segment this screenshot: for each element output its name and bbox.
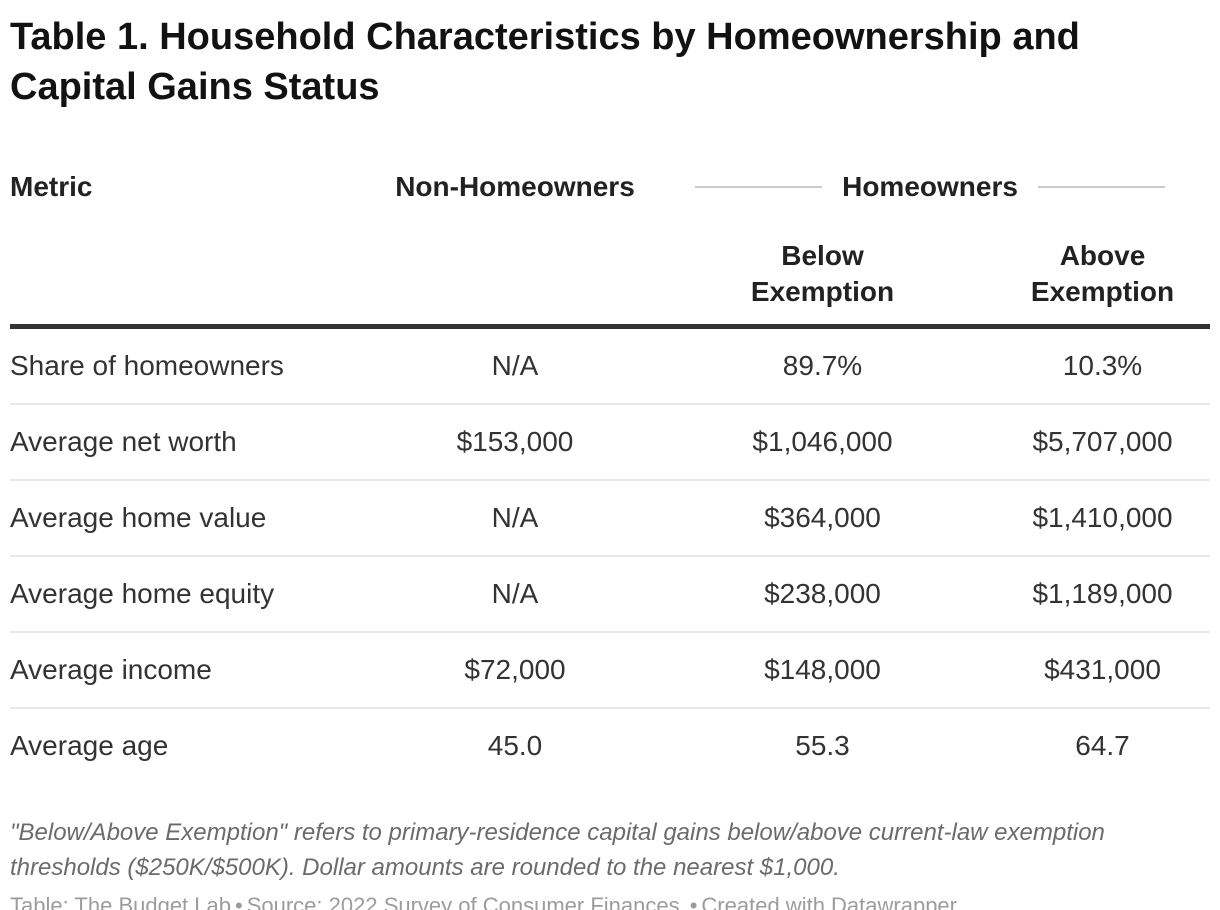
column-header-above-exemption: Above Exemption: [1030, 240, 1175, 307]
non-homeowners-cell: $153,000: [456, 426, 574, 457]
table-row: Average net worth $153,000 $1,046,000 $5…: [10, 404, 1211, 480]
below-exemption-cell: $364,000: [764, 502, 881, 533]
metric-cell: Average net worth: [10, 426, 237, 457]
table-body: Share of homeowners N/A 89.7% 10.3% Aver…: [10, 327, 1211, 784]
table-credit: Table: The Budget Lab: [10, 893, 231, 910]
below-exemption-cell: 89.7%: [782, 350, 863, 381]
table-notes: "Below/Above Exemption" refers to primar…: [10, 819, 1105, 881]
column-group-homeowners: Homeowners: [650, 170, 1210, 204]
non-homeowners-cell: 45.0: [487, 730, 543, 761]
above-exemption-cell: $5,707,000: [1032, 426, 1173, 457]
below-exemption-cell: $148,000: [764, 654, 881, 685]
below-exemption-cell: $1,046,000: [752, 426, 893, 457]
above-exemption-cell: 64.7: [1075, 730, 1130, 761]
header-row-top: Metric Non-Homeowners Homeowners: [10, 170, 1210, 204]
table-header: Metric Non-Homeowners Homeowners Below E…: [10, 170, 1211, 327]
above-exemption-cell: 10.3%: [1062, 350, 1143, 381]
page-title: Table 1. Household Characteristics by Ho…: [10, 16, 1080, 108]
table-row: Share of homeowners N/A 89.7% 10.3%: [10, 327, 1210, 405]
non-homeowners-cell: N/A: [491, 350, 539, 381]
above-exemption-cell: $1,410,000: [1032, 502, 1173, 533]
bullet-separator: •: [689, 893, 698, 910]
above-exemption-cell: $1,189,000: [1032, 578, 1173, 609]
column-header-below-exemption: Below Exemption: [750, 240, 895, 307]
table-row: Average income $72,000 $148,000 $431,000: [10, 632, 1211, 708]
group-rule-right: [1037, 186, 1166, 188]
group-rule-left: [695, 186, 823, 188]
metric-cell: Average income: [10, 654, 212, 685]
datawrapper-table-page: Table 1. Household Characteristics by Ho…: [0, 12, 1220, 910]
below-exemption-cell: 55.3: [795, 730, 850, 761]
metric-cell: Average age: [10, 730, 169, 761]
table-row: Average age 45.0 55.3 64.7: [10, 708, 1211, 783]
table-row: Average home value N/A $364,000 $1,410,0…: [10, 480, 1211, 556]
bullet-separator: •: [235, 893, 243, 910]
non-homeowners-cell: N/A: [491, 578, 539, 609]
attribution-line: Table: The Budget Lab • Source: 2022 Surve…: [10, 892, 1210, 910]
metric-cell: Share of homeowners: [10, 350, 284, 381]
metric-cell: Average home equity: [10, 578, 275, 609]
table-row: Average home equity N/A $238,000 $1,189,…: [10, 556, 1211, 632]
metric-cell: Average home value: [10, 502, 267, 533]
household-characteristics-table: Metric Non-Homeowners Homeowners Below E…: [10, 170, 1211, 784]
created-with-datawrapper-link[interactable]: Created with Datawrapper: [701, 893, 957, 910]
group-label-homeowners: Homeowners: [842, 171, 1018, 202]
column-header-non-homeowners: Non-Homeowners: [395, 171, 635, 202]
above-exemption-cell: $431,000: [1044, 654, 1161, 685]
non-homeowners-cell: $72,000: [464, 654, 566, 685]
header-row-sub: Below Exemption Above Exemption: [10, 204, 1210, 327]
non-homeowners-cell: N/A: [491, 502, 539, 533]
source-credit: Source: 2022 Survey of Consumer Finances…: [246, 893, 686, 910]
column-header-metric: Metric: [10, 171, 93, 202]
below-exemption-cell: $238,000: [764, 578, 881, 609]
